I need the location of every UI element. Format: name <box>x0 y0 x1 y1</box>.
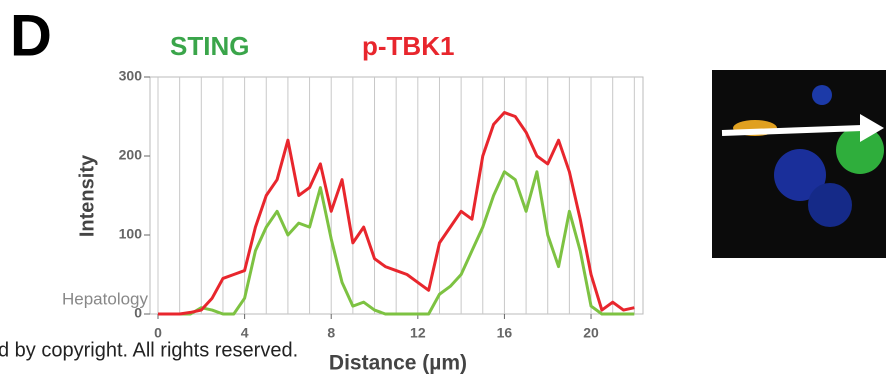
image-blob <box>812 85 832 105</box>
watermark: Hepatology <box>62 289 149 308</box>
watermark: d by copyright. All rights reserved. <box>0 339 298 361</box>
x-tick-label: 16 <box>497 325 513 341</box>
x-axis-label: Distance (µm) <box>329 352 467 375</box>
panel-label: D <box>10 3 52 68</box>
y-tick-label: 100 <box>119 226 143 242</box>
legend-entry: STING <box>170 31 249 61</box>
x-tick-label: 20 <box>583 325 599 341</box>
y-tick-label: 300 <box>119 68 143 84</box>
x-tick-label: 12 <box>410 325 426 341</box>
legend-entry: p-TBK1 <box>362 31 454 61</box>
micrograph <box>712 70 886 258</box>
y-axis-label: Intensity <box>76 154 98 237</box>
x-tick-label: 8 <box>327 325 335 341</box>
chart: D STING p-TBK1 Intensity Distance (µm) 0… <box>0 0 886 379</box>
image-blob <box>808 183 852 227</box>
y-tick-label: 200 <box>119 147 143 163</box>
